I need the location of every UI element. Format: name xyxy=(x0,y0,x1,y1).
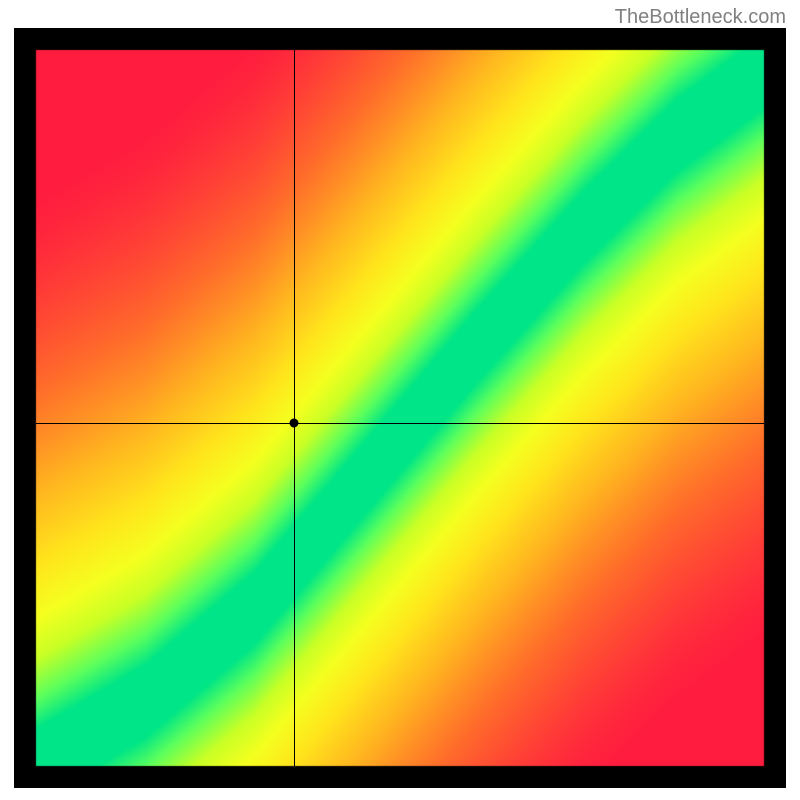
watermark-text: TheBottleneck.com xyxy=(615,6,786,29)
heatmap-chart xyxy=(14,28,786,788)
heatmap-canvas xyxy=(14,28,786,788)
data-point-marker xyxy=(290,419,299,428)
crosshair-horizontal xyxy=(36,423,764,424)
crosshair-vertical xyxy=(294,50,295,766)
